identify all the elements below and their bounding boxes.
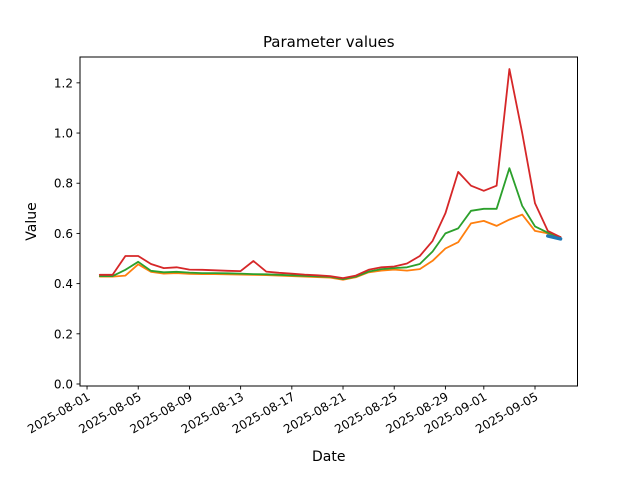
- chart-title: Parameter values: [263, 33, 395, 51]
- y-tick-label: 0.6: [54, 227, 73, 241]
- plot-area-frame: [79, 56, 578, 387]
- y-tick-label: 1.0: [54, 127, 73, 141]
- y-tick-label: 0.4: [54, 277, 73, 291]
- y-tick-label: 0.0: [54, 377, 73, 391]
- line-parameter-blue: [546, 234, 563, 241]
- line-parameter-red: [98, 68, 562, 280]
- line-parameter-orange: [98, 213, 562, 281]
- plot-content: 0.00.20.40.60.81.01.22025-08-012025-08-0…: [25, 68, 563, 436]
- x-axis-label: Date: [312, 449, 345, 465]
- y-axis-label: Value: [24, 202, 40, 240]
- y-tick-label: 1.2: [54, 76, 73, 90]
- y-tick-label: 0.2: [54, 327, 73, 341]
- y-tick-label: 0.8: [54, 177, 73, 191]
